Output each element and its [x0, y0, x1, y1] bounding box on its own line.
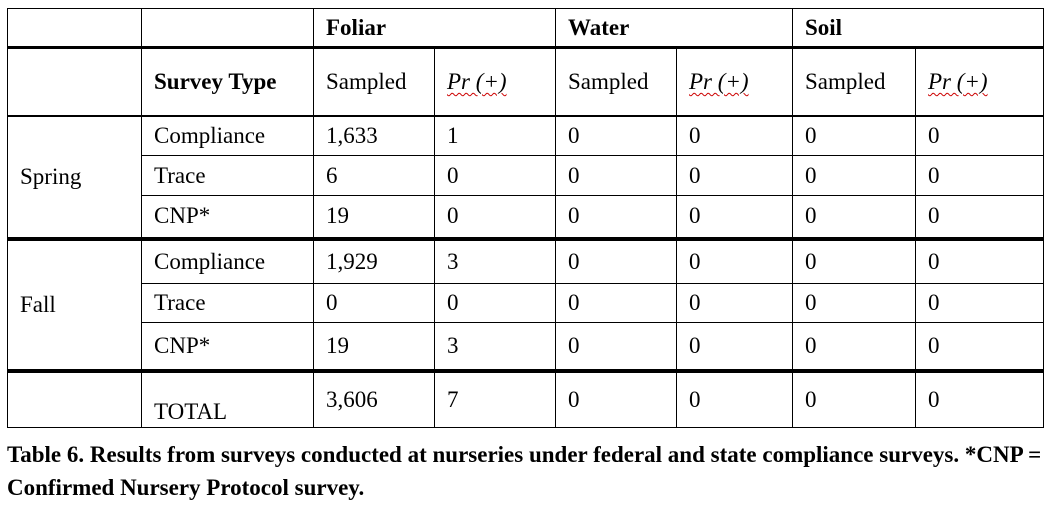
value-cell: 1,929 [313, 238, 435, 284]
value-cell: 0 [555, 195, 677, 241]
value-cell: 0 [792, 322, 916, 373]
value-cell: 0 [434, 195, 556, 241]
value-cell: 0 [676, 322, 793, 373]
table-row: Foliar Water Soil [7, 8, 1044, 49]
value-cell: 0 [676, 238, 793, 284]
value-cell: 0 [915, 238, 1044, 284]
survey-type: Compliance [141, 115, 314, 156]
value-cell: 0 [792, 195, 916, 241]
table-row: TOTAL 3,606 7 0 0 0 0 [7, 370, 1044, 428]
value-cell: 1 [434, 115, 556, 156]
column-header: Sampled [313, 47, 435, 117]
value-cell: 0 [915, 283, 1044, 323]
value-cell: 0 [792, 283, 916, 323]
survey-type: Trace [141, 283, 314, 323]
value-cell: 0 [792, 238, 916, 284]
table-row: Spring Compliance 1,633 1 0 0 0 0 [7, 115, 1044, 241]
total-label: TOTAL [141, 370, 314, 428]
table-row: CNP* 19 0 0 0 0 0 [8, 195, 1044, 241]
survey-type: CNP* [141, 322, 314, 373]
survey-type: Trace [141, 155, 314, 196]
value-cell: 0 [555, 322, 677, 373]
table-row: Trace 0 0 0 0 0 0 [8, 283, 1044, 323]
value-cell: 3 [434, 238, 556, 284]
total-value: 3,606 [313, 370, 435, 428]
value-cell: 0 [676, 195, 793, 241]
survey-type: Compliance [141, 238, 314, 284]
total-value: 0 [676, 370, 793, 428]
season-label: Fall [7, 238, 142, 373]
total-value: 0 [792, 370, 916, 428]
value-cell: 19 [313, 322, 435, 373]
column-header: Pr (+) [434, 47, 556, 117]
table-row: Survey Type Sampled Pr (+) Sampled Pr (+) Sam… [7, 47, 1044, 117]
value-cell: 1,633 [313, 115, 435, 156]
value-cell: 0 [434, 283, 556, 323]
value-cell: 0 [915, 115, 1044, 156]
empty-cell [141, 8, 314, 49]
column-header: Sampled [555, 47, 677, 117]
value-cell: 0 [313, 283, 435, 323]
survey-type-header: Survey Type [141, 47, 314, 117]
value-cell: 0 [555, 283, 677, 323]
table-row: CNP* 19 3 0 0 0 0 [8, 322, 1044, 373]
table-row: Trace 6 0 0 0 0 0 [8, 155, 1044, 196]
value-cell: 0 [792, 115, 916, 156]
value-cell: 0 [434, 155, 556, 196]
value-cell: 0 [792, 155, 916, 196]
survey-type: CNP* [141, 195, 314, 241]
value-cell: 0 [676, 283, 793, 323]
value-cell: 6 [313, 155, 435, 196]
column-header: Pr (+) [915, 47, 1044, 117]
group-header: Foliar [313, 8, 556, 49]
empty-cell [7, 370, 142, 428]
total-value: 0 [555, 370, 677, 428]
column-header: Pr (+) [676, 47, 793, 117]
empty-cell [7, 47, 142, 117]
empty-cell [7, 8, 142, 49]
results-table: Foliar Water Soil Survey Type Sampled Pr (+) S… [7, 8, 1044, 428]
caption: Table 6. Results from surveys conducted … [7, 442, 1042, 500]
value-cell: 0 [555, 115, 677, 156]
value-cell: 0 [555, 238, 677, 284]
value-cell: 0 [915, 195, 1044, 241]
value-cell: 0 [555, 155, 677, 196]
season-label: Spring [7, 115, 142, 241]
total-value: 7 [434, 370, 556, 428]
value-cell: 0 [676, 115, 793, 156]
value-cell: 19 [313, 195, 435, 241]
value-cell: 0 [915, 155, 1044, 196]
group-header: Soil [792, 8, 1044, 49]
table-row: Fall Compliance 1,929 3 0 0 0 0 [7, 238, 1044, 373]
value-cell: 0 [676, 155, 793, 196]
value-cell: 0 [915, 322, 1044, 373]
group-header: Water [555, 8, 793, 49]
value-cell: 3 [434, 322, 556, 373]
total-value: 0 [915, 370, 1044, 428]
column-header: Sampled [792, 47, 916, 117]
